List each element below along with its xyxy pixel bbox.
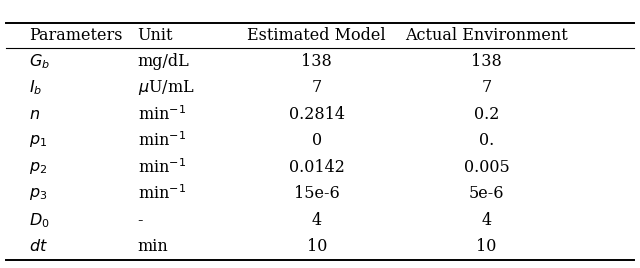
Text: 0.: 0. — [479, 132, 494, 149]
Text: $p_3$: $p_3$ — [29, 185, 47, 202]
Text: $p_2$: $p_2$ — [29, 159, 47, 176]
Text: min$^{-1}$: min$^{-1}$ — [138, 132, 186, 150]
Text: -: - — [138, 212, 143, 229]
Text: $n$: $n$ — [29, 106, 40, 123]
Text: $p_1$: $p_1$ — [29, 132, 47, 149]
Text: min$^{-1}$: min$^{-1}$ — [138, 105, 186, 124]
Text: $I_b$: $I_b$ — [29, 79, 42, 97]
Text: 10: 10 — [476, 238, 497, 255]
Text: 10: 10 — [307, 238, 327, 255]
Text: 0.2814: 0.2814 — [289, 106, 345, 123]
Text: 0: 0 — [312, 132, 322, 149]
Text: min: min — [138, 238, 168, 255]
Text: Estimated Model: Estimated Model — [248, 27, 386, 44]
Text: min$^{-1}$: min$^{-1}$ — [138, 158, 186, 177]
Text: 0.005: 0.005 — [463, 159, 509, 176]
Text: 4: 4 — [312, 212, 322, 229]
Text: 5e-6: 5e-6 — [468, 185, 504, 202]
Text: 138: 138 — [301, 53, 332, 70]
Text: $\mu$U/mL: $\mu$U/mL — [138, 79, 195, 98]
Text: Parameters: Parameters — [29, 27, 122, 44]
Text: 0.2: 0.2 — [474, 106, 499, 123]
Text: $D_0$: $D_0$ — [29, 211, 49, 230]
Text: 4: 4 — [481, 212, 492, 229]
Text: $G_b$: $G_b$ — [29, 52, 50, 71]
Text: 138: 138 — [471, 53, 502, 70]
Text: mg/dL: mg/dL — [138, 53, 189, 70]
Text: 15e-6: 15e-6 — [294, 185, 340, 202]
Text: 0.0142: 0.0142 — [289, 159, 345, 176]
Text: Unit: Unit — [138, 27, 173, 44]
Text: 7: 7 — [312, 79, 322, 96]
Text: 7: 7 — [481, 79, 492, 96]
Text: Actual Environment: Actual Environment — [405, 27, 568, 44]
Text: $dt$: $dt$ — [29, 238, 48, 255]
Text: min$^{-1}$: min$^{-1}$ — [138, 184, 186, 203]
